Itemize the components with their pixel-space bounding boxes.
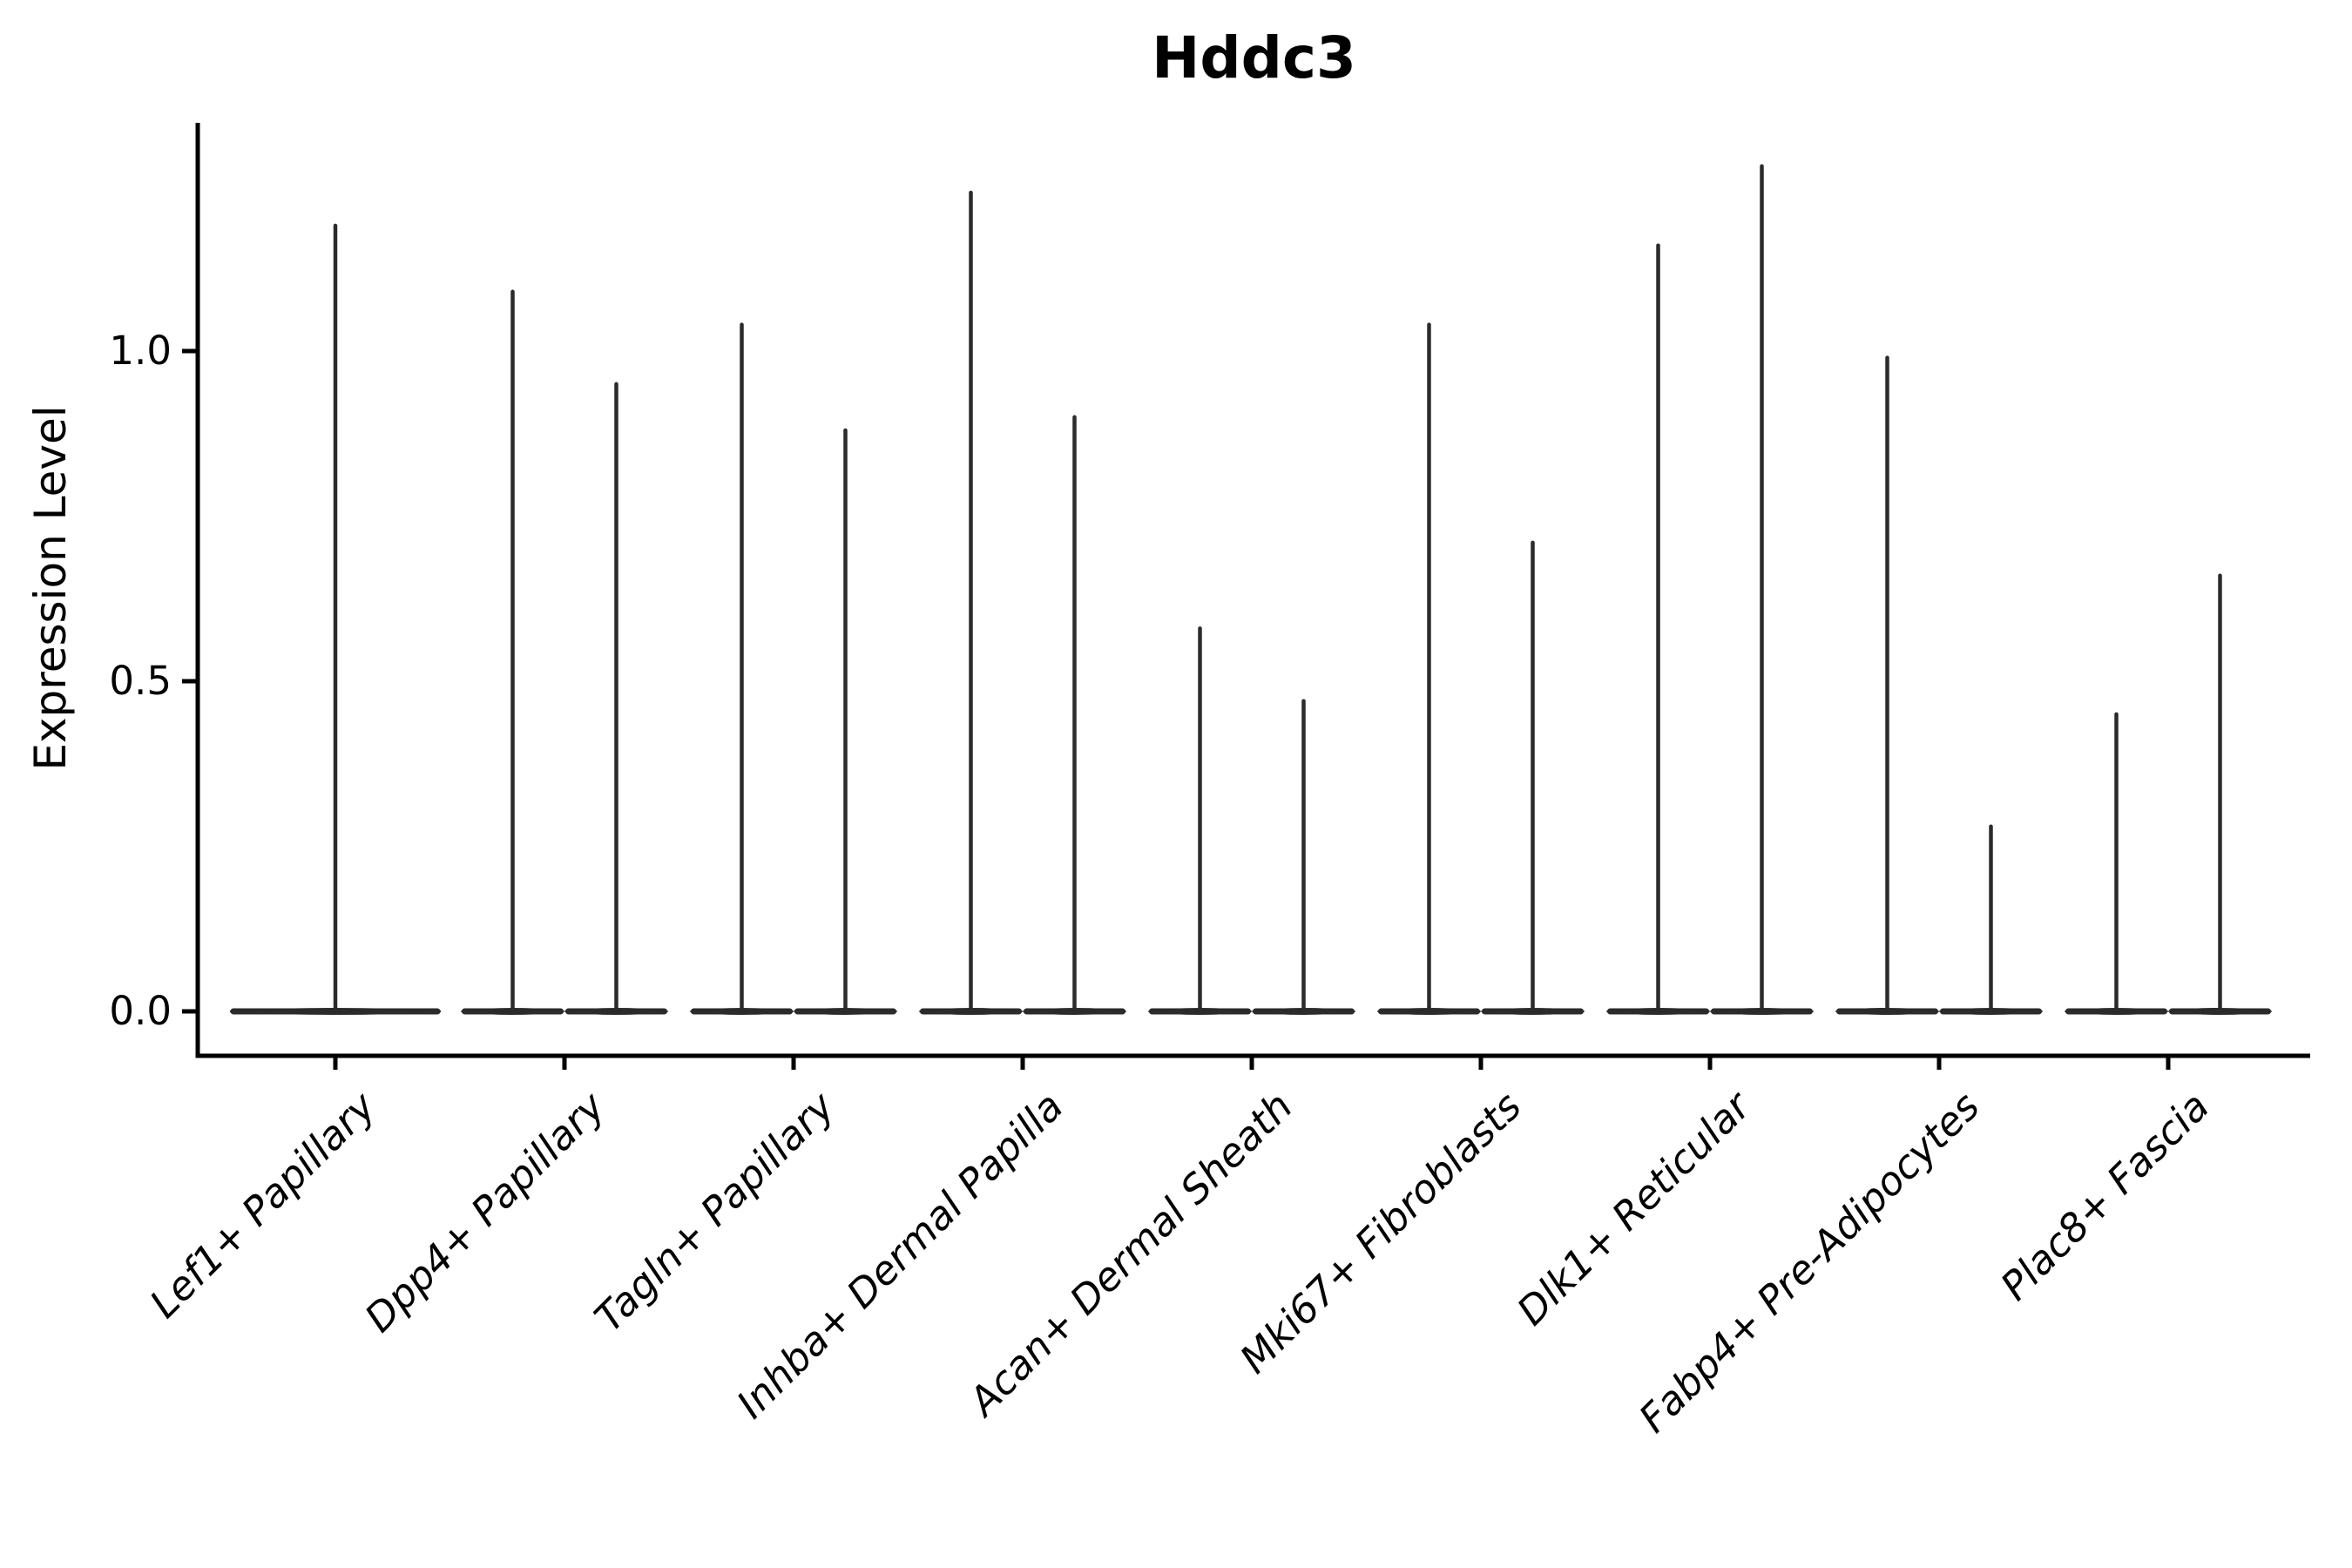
violin [2168, 573, 2272, 1015]
violin [1606, 243, 1710, 1015]
violin [1710, 164, 1814, 1015]
violin [1252, 699, 1355, 1015]
y-tick-label: 1.0 [109, 328, 172, 374]
y-tick-label: 0.5 [109, 658, 172, 704]
violin [690, 322, 794, 1015]
violin [1377, 322, 1481, 1015]
violin [564, 382, 668, 1015]
violins-group [229, 164, 2272, 1015]
violin [461, 289, 564, 1015]
violin [919, 190, 1023, 1015]
violin [794, 428, 897, 1015]
violin [1835, 355, 1939, 1015]
violin [1481, 540, 1585, 1015]
violin [1148, 626, 1252, 1015]
violin [1023, 415, 1126, 1015]
violin [2065, 712, 2168, 1015]
axes-group [182, 123, 2310, 1070]
violin [1939, 824, 2043, 1015]
violin [229, 223, 442, 1015]
y-tick-label: 0.0 [109, 988, 172, 1034]
chart-title: Hddc3 [1152, 24, 1356, 91]
